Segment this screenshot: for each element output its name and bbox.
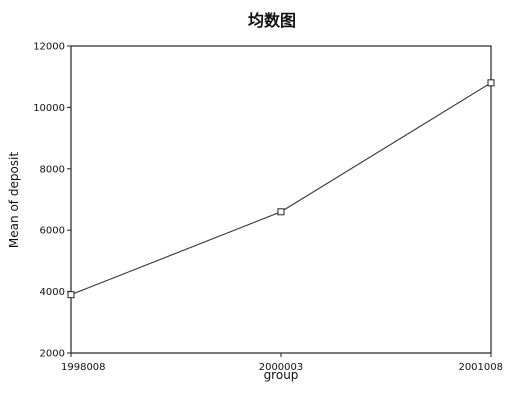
series-line [70, 82, 492, 296]
y-axis: 2000 4000 6000 8000 10000 12000 [33, 42, 71, 360]
data-point [277, 208, 285, 216]
chart-title: 均数图 [248, 11, 296, 30]
x-axis-label: group [264, 368, 299, 382]
data-point [487, 79, 495, 87]
x-tick-label: 2001008 [458, 362, 503, 373]
series [67, 79, 495, 299]
data-point [67, 291, 75, 299]
y-tick-label: 10000 [33, 103, 65, 114]
y-tick-label: 6000 [40, 226, 65, 237]
x-axis: 1998008 2000003 2001008 [61, 353, 503, 373]
y-tick-label: 12000 [33, 42, 65, 53]
x-tick-label: 1998008 [61, 362, 106, 373]
x-tick-label: 2000003 [259, 362, 304, 373]
plot-area [70, 45, 492, 354]
y-tick-label: 2000 [40, 349, 65, 360]
y-axis-label: Mean of deposit [7, 152, 21, 248]
y-tick-label: 4000 [40, 287, 65, 298]
y-tick-label: 8000 [40, 164, 65, 175]
